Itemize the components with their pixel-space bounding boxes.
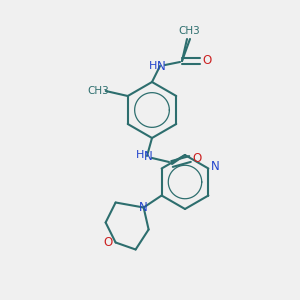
Text: O: O — [202, 55, 211, 68]
Text: H: H — [136, 150, 144, 160]
Text: N: N — [144, 149, 152, 163]
Text: CH3: CH3 — [87, 86, 109, 96]
Text: H: H — [149, 61, 157, 71]
Text: CH3: CH3 — [178, 26, 200, 36]
Text: N: N — [157, 59, 165, 73]
Text: O: O — [192, 152, 202, 166]
Text: O: O — [103, 236, 112, 249]
Text: N: N — [139, 201, 148, 214]
Text: N: N — [211, 160, 220, 173]
